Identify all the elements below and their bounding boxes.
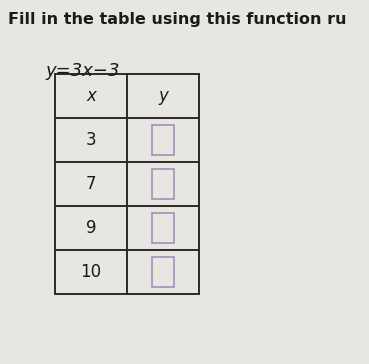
Bar [152, 257, 174, 287]
Text: 10: 10 [80, 263, 101, 281]
Bar [152, 125, 174, 155]
Bar [55, 74, 199, 294]
Text: Fill in the table using this function ru: Fill in the table using this function ru [8, 12, 346, 27]
Text: x: x [86, 87, 96, 105]
Bar [152, 169, 174, 199]
Text: y: y [158, 87, 168, 105]
Text: 7: 7 [86, 175, 96, 193]
Text: 9: 9 [86, 219, 96, 237]
Text: 3: 3 [86, 131, 96, 149]
Bar [152, 213, 174, 243]
Text: y=3x−3: y=3x−3 [45, 62, 120, 80]
